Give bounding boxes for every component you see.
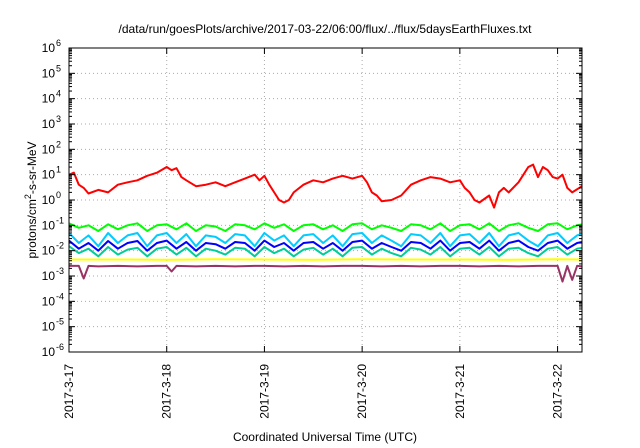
x-tick-label: 2017-3-18 <box>160 364 174 419</box>
y-tick-exponent: -4 <box>56 291 64 301</box>
y-tick-label: 10 <box>42 345 56 359</box>
y-tick-exponent: -1 <box>56 215 64 225</box>
y-tick-label: 10 <box>42 294 56 308</box>
y-tick-exponent: -6 <box>56 342 64 352</box>
chart-title: /data/run/goesPlots/archive/2017-03-22/0… <box>119 22 533 36</box>
y-axis-label-post: -s-sr-MeV <box>25 141 39 194</box>
y-tick-exponent: 4 <box>56 89 61 99</box>
y-tick-label: 10 <box>42 92 56 106</box>
x-tick-labels: 2017-3-17 2017-3-18 2017-3-19 2017-3-20 2017… <box>62 364 565 419</box>
x-tick-label: 2017-3-17 <box>62 364 76 419</box>
series-line-1 <box>68 163 583 209</box>
y-tick-label: 10 <box>42 117 56 131</box>
y-tick-label: 10 <box>42 193 56 207</box>
y-tick-label: 10 <box>42 41 56 55</box>
y-tick-label: 10 <box>42 320 56 334</box>
series-line-4 <box>68 232 583 248</box>
x-tick-label: 2017-3-20 <box>355 364 369 419</box>
series-line-5 <box>68 239 583 252</box>
y-tick-exponent: -2 <box>56 241 64 251</box>
series-line-3 <box>68 245 583 258</box>
y-tick-exponent: -3 <box>56 266 64 276</box>
plot-lines <box>68 163 583 283</box>
y-tick-label: 10 <box>42 168 56 182</box>
grid-lines <box>69 48 582 352</box>
y-tick-exponent: 0 <box>56 190 61 200</box>
x-axis-label: Coordinated Universal Time (UTC) <box>233 430 417 444</box>
y-tick-label: 10 <box>42 66 56 80</box>
y-tick-label: 10 <box>42 244 56 258</box>
y-tick-exponent: -5 <box>56 317 64 327</box>
series-line-7 <box>69 264 583 283</box>
series-line-6 <box>69 258 583 261</box>
x-tick-label: 2017-3-22 <box>551 364 565 419</box>
y-tick-exponent: 3 <box>56 114 61 124</box>
y-tick-exponent: 1 <box>56 165 61 175</box>
y-axis-label-pre: protons/cm <box>25 199 39 258</box>
y-tick-label: 10 <box>42 142 56 156</box>
x-tick-label: 2017-3-21 <box>453 364 467 419</box>
y-tick-label: 10 <box>42 218 56 232</box>
axis-ticks <box>68 47 582 353</box>
y-tick-exponent: 2 <box>56 139 61 149</box>
y-tick-exponent: 6 <box>56 38 61 48</box>
x-tick-label: 2017-3-19 <box>257 364 271 419</box>
y-axis-label-sup: 2 <box>23 194 33 199</box>
y-axis-label: protons/cm2-s-sr-MeV <box>23 141 39 258</box>
series-line-2 <box>68 222 583 232</box>
y-tick-label: 10 <box>42 269 56 283</box>
y-tick-exponent: 5 <box>56 63 61 73</box>
